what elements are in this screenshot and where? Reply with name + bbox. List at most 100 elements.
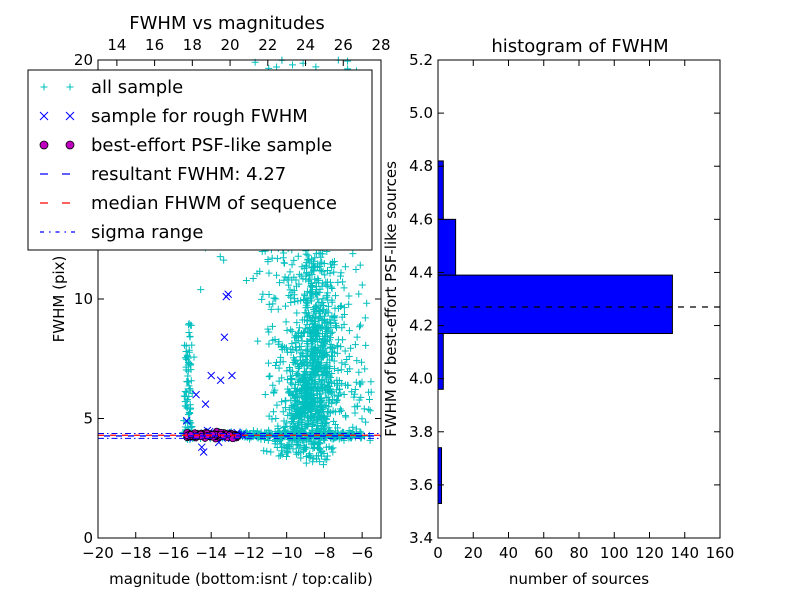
all-sample-point [278, 374, 286, 382]
rough-sample-point [182, 417, 191, 425]
all-sample-point [335, 385, 343, 393]
all-sample-point [268, 322, 276, 330]
scatter-x-tick-label: −6 [351, 544, 373, 562]
all-sample-point [366, 407, 374, 415]
histogram-x-tick-label: 40 [499, 544, 518, 562]
all-sample-point [311, 325, 319, 333]
all-sample-point [287, 298, 295, 306]
all-sample-point [220, 256, 228, 264]
legend-plus-icon [66, 83, 74, 91]
all-sample-point [317, 361, 325, 369]
all-sample-point [330, 365, 338, 373]
all-sample-point [306, 324, 314, 332]
all-sample-point [269, 336, 277, 344]
all-sample-point [338, 428, 346, 436]
all-sample-point [277, 452, 285, 460]
all-sample-point [302, 269, 310, 277]
all-sample-point [279, 443, 287, 451]
all-sample-point [274, 436, 282, 444]
scatter-x-tick-label: −10 [271, 544, 303, 562]
all-sample-point [260, 447, 268, 455]
all-sample-point [316, 440, 324, 448]
all-sample-point [309, 392, 317, 400]
scatter-x-tick-label: −12 [233, 544, 265, 562]
all-sample-point [303, 413, 311, 421]
all-sample-point [342, 413, 350, 421]
all-sample-point [303, 362, 311, 370]
all-sample-point [312, 283, 320, 291]
all-sample-point [327, 343, 335, 351]
all-sample-point [322, 434, 330, 442]
all-sample-point [281, 344, 289, 352]
all-sample-point [308, 271, 316, 279]
all-sample-point [332, 319, 340, 327]
all-sample-point [344, 57, 352, 65]
all-sample-point [363, 299, 371, 307]
all-sample-point [360, 405, 368, 413]
all-sample-point [315, 314, 323, 322]
rough-sample-point [192, 390, 200, 399]
all-sample-point [330, 268, 338, 276]
all-sample-point [328, 263, 336, 271]
all-sample-point [315, 298, 323, 306]
all-sample-point [187, 366, 195, 374]
all-sample-point [298, 418, 306, 426]
all-sample-point [278, 450, 286, 458]
all-sample-point [282, 302, 289, 310]
rough-sample-point [197, 443, 206, 452]
all-sample-point [279, 254, 287, 262]
all-sample-point [324, 323, 332, 331]
all-sample-point [197, 286, 205, 294]
all-sample-point [316, 376, 324, 384]
all-sample-point [265, 290, 273, 298]
all-sample-point [291, 404, 299, 412]
all-sample-point [317, 354, 325, 362]
legend-plus-icon [40, 83, 48, 91]
all-sample-point [182, 388, 190, 396]
all-sample-point [268, 254, 276, 262]
histogram-y-axis-label: FWHM of best-effort PSF-like sources [382, 161, 400, 437]
all-sample-point [304, 371, 312, 379]
all-sample-point [273, 443, 281, 451]
scatter-top-tick-label: 24 [296, 36, 315, 54]
all-sample-point [302, 304, 310, 312]
all-sample-point [288, 288, 296, 296]
all-sample-point [344, 381, 352, 389]
all-sample-point [326, 334, 334, 342]
histogram-y-tick-label: 4.8 [409, 157, 433, 175]
all-sample-point [293, 319, 301, 327]
all-sample-point [264, 325, 272, 333]
all-sample-point [304, 347, 312, 355]
all-sample-point [322, 278, 330, 286]
all-sample-point [313, 444, 321, 452]
all-sample-point [295, 324, 303, 332]
all-sample-point [351, 409, 359, 417]
all-sample-point [272, 414, 280, 422]
all-sample-point [318, 338, 326, 346]
all-sample-point [305, 309, 313, 317]
all-sample-point [323, 452, 331, 460]
histogram-bars [437, 160, 673, 504]
rough-sample-point [220, 333, 229, 342]
all-sample-point [328, 370, 336, 378]
all-sample-point [317, 324, 325, 332]
all-sample-point [284, 447, 292, 455]
all-sample-point [282, 318, 290, 326]
all-sample-point [300, 446, 308, 454]
all-sample-point [321, 364, 329, 372]
all-sample-point [341, 347, 349, 355]
all-sample-point [265, 412, 273, 420]
all-sample-point [362, 418, 370, 426]
all-sample-point [333, 397, 341, 405]
all-sample-point [309, 458, 317, 466]
all-sample-point [358, 415, 366, 423]
all-sample-point [185, 348, 193, 356]
all-sample-point [330, 417, 338, 425]
all-sample-point [290, 256, 298, 264]
rough-sample-point [222, 292, 231, 301]
all-sample-point [320, 367, 328, 375]
all-sample-point [186, 333, 194, 341]
all-sample-point [356, 323, 364, 331]
all-sample-point [297, 272, 305, 280]
